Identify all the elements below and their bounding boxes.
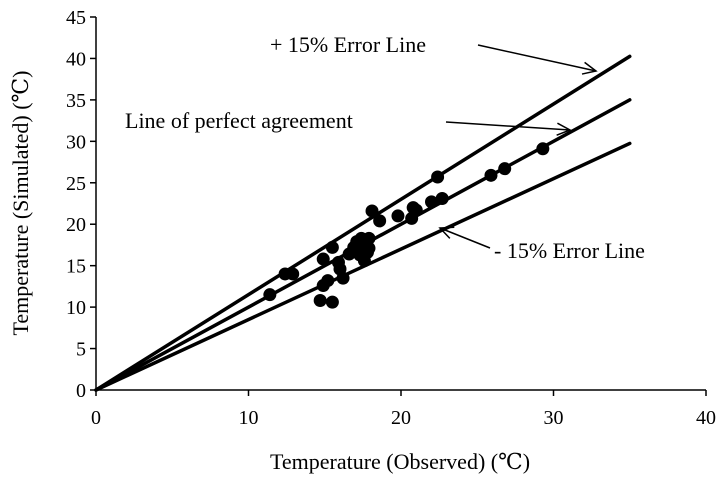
perfect-agreement-annotation-leader [445,121,571,131]
y-tick-label: 35 [66,90,86,112]
y-tick-label: 40 [66,48,86,70]
data-point [321,274,335,288]
data-point [336,271,350,285]
y-tick-label: 20 [66,214,86,236]
reference-lines [94,54,632,392]
data-point [286,267,300,281]
y-tick-label: 45 [66,7,86,29]
annotations: + 15% Error Line Line of perfect agreemen… [125,32,645,263]
axes: 0 10 20 30 40 0 5 10 15 20 25 30 35 40 45 [66,7,716,429]
plus-15-annotation-leader [477,44,597,72]
x-tick-label: 30 [544,407,564,429]
x-tick-label: 40 [696,407,716,429]
data-point [498,162,512,176]
x-axis-title: Temperature (Observed) (℃) [270,449,530,474]
y-tick-label: 25 [66,173,86,195]
plus-15-annotation-arrowhead [581,61,598,75]
data-point [316,252,330,266]
data-point [536,142,550,156]
data-points [263,142,550,309]
y-tick-label: 30 [66,131,86,153]
data-point [425,195,438,209]
data-point [435,192,449,206]
y-tick-label: 5 [76,339,86,361]
x-tick-label: 10 [239,407,259,429]
data-point [484,168,498,182]
minus-15-annotation-leader [439,227,491,249]
perfect-agreement-annotation-label: Line of perfect agreement [125,108,353,133]
x-tick-label: 20 [391,407,411,429]
minus-15-annotation-arrowhead [438,226,455,239]
data-point [325,240,339,254]
data-point [263,288,277,302]
plus-15-error-line [94,54,632,392]
plus-15-annotation-label: + 15% Error Line [270,32,426,57]
data-point [409,203,423,217]
data-point [365,204,379,218]
data-point [391,209,405,223]
data-point [373,214,387,228]
y-axis-title: Temperature (Simulated) (℃) [8,71,33,336]
x-tick-label: 0 [91,407,101,429]
minus-15-annotation-label: - 15% Error Line [494,238,645,263]
y-tick-label: 15 [66,256,86,278]
y-tick-label: 10 [66,297,86,319]
data-point [431,170,445,184]
data-point [313,293,327,307]
data-point [362,231,376,245]
y-tick-label: 0 [76,380,86,402]
data-point [362,241,376,255]
perfect-agreement-annotation-arrowhead [556,122,572,136]
data-point [325,295,339,309]
